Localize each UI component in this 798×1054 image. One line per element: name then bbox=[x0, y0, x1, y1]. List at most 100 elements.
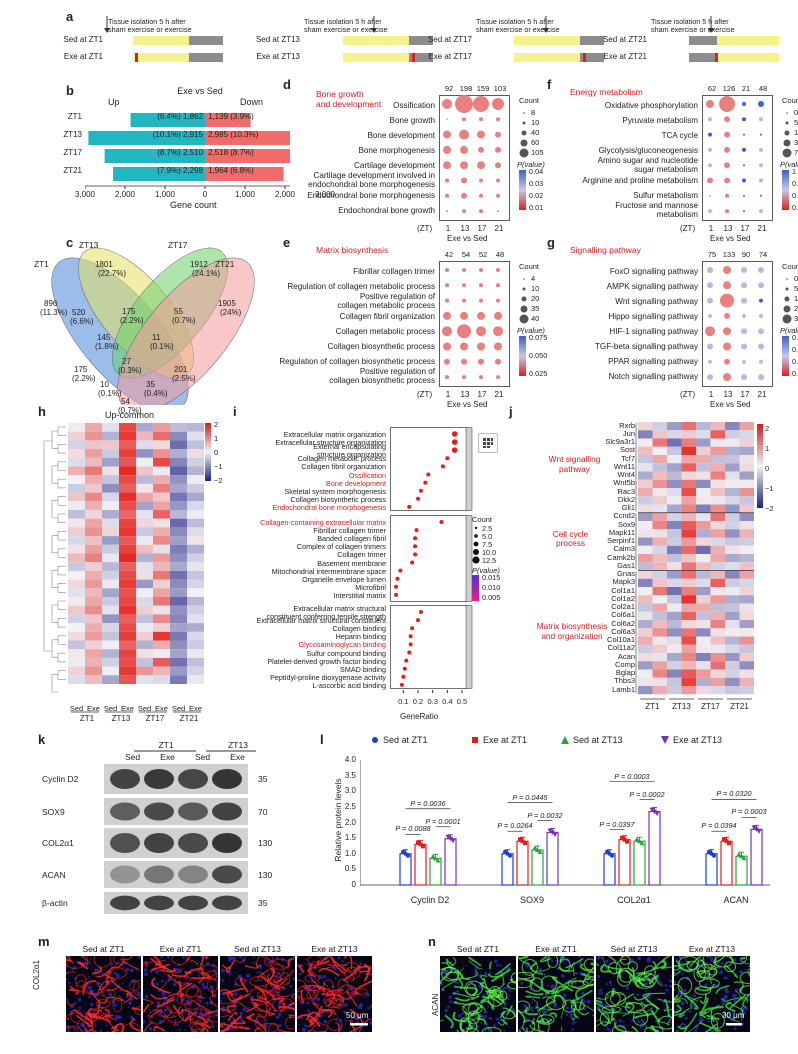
heatmap-j-cell bbox=[652, 587, 667, 596]
heatmap-j-cell bbox=[652, 661, 667, 670]
panel-i-dot bbox=[439, 520, 444, 524]
panel-i-legend-p-val: 0.015 bbox=[482, 573, 501, 582]
heatmap-j-gene: Comp bbox=[614, 659, 635, 669]
panel-i-term: Peptidyl-proline dioxygenase activity bbox=[270, 672, 386, 682]
blot-band bbox=[144, 769, 174, 789]
grid-icon[interactable] bbox=[478, 433, 498, 453]
heatmap-cell bbox=[68, 623, 85, 632]
panel-h-title: Up-common bbox=[105, 410, 155, 420]
heatmap-cell bbox=[119, 527, 136, 537]
panel-i-xtick: 0.1 bbox=[398, 697, 409, 706]
dot-mark bbox=[724, 312, 730, 319]
heatmap-j-label-lines bbox=[570, 496, 640, 500]
legend-count-value: 8 bbox=[531, 108, 536, 117]
heatmap-j-cell bbox=[638, 587, 653, 596]
heatmap-j-cell bbox=[652, 504, 667, 513]
dot-mark bbox=[462, 268, 466, 272]
heatmap-j-cell bbox=[725, 653, 740, 662]
heatmap-col-label: Sed bbox=[171, 704, 186, 713]
blot-row-label: ACAN bbox=[42, 869, 66, 880]
heatmap-j-cell bbox=[739, 521, 754, 530]
heatmap-j-cell bbox=[652, 463, 667, 472]
legend-p-value: 0.075 bbox=[529, 333, 548, 342]
heatmap-cell bbox=[170, 536, 187, 545]
dot-mark bbox=[496, 283, 500, 288]
micrograph-m-side: COL2α1 bbox=[32, 960, 41, 990]
heatmap-cell bbox=[85, 614, 102, 624]
heatmap-j-cell bbox=[710, 636, 725, 645]
dot-term-label: Fibrillar collagen trimer bbox=[353, 267, 435, 276]
venn-label-zt17: ZT17 bbox=[168, 240, 188, 250]
heatmap-cell bbox=[153, 623, 170, 632]
legend-p-value: 0.375 bbox=[792, 357, 798, 366]
dot-axis-tick: 21 bbox=[494, 224, 504, 233]
heatmap-j-gene: Mapk3 bbox=[612, 577, 635, 587]
dot-axis-tick: 21 bbox=[757, 224, 767, 233]
heatmap-j-cell bbox=[725, 504, 740, 513]
dot-mark bbox=[461, 358, 467, 365]
panel-a-timeline bbox=[689, 16, 779, 62]
heatmap-j-cell bbox=[710, 463, 725, 472]
heatmap-cell bbox=[102, 544, 119, 554]
panel-b-down-value: 2,518 (8.7%) bbox=[208, 148, 254, 157]
heatmap-cell bbox=[85, 449, 102, 458]
panel-i-dot bbox=[395, 576, 400, 581]
heatmap-j-cell bbox=[667, 661, 682, 670]
heatmap-j-cell bbox=[667, 653, 682, 662]
heatmap-j-cell bbox=[638, 562, 653, 571]
legend-p-value: 0.025 bbox=[529, 369, 548, 378]
dot-mark bbox=[741, 374, 747, 381]
heatmap-cell bbox=[68, 527, 85, 537]
heatmap-cell bbox=[68, 597, 85, 606]
heatmap-col-label: Sed bbox=[69, 704, 84, 713]
heatmap-cell bbox=[119, 675, 136, 684]
heatmap-j-cell bbox=[681, 512, 696, 521]
heatmap-cell bbox=[136, 475, 153, 484]
heatmap-j-gene: Rac3 bbox=[617, 486, 635, 496]
heatmap-j-cell bbox=[739, 644, 754, 653]
heatmap-cell bbox=[85, 666, 102, 676]
heatmap-j-gene: Slc9a3r1 bbox=[605, 437, 635, 446]
dot-mark bbox=[443, 130, 451, 139]
dot-mark bbox=[443, 342, 451, 351]
heatmap-cell bbox=[68, 614, 85, 624]
heatmap-j-cell bbox=[739, 496, 754, 505]
heatmap-j-cell bbox=[710, 686, 725, 695]
dot-axis-tick: 13 bbox=[723, 390, 733, 399]
heatmap-j-cell bbox=[739, 669, 754, 678]
heatmap-cell bbox=[187, 640, 204, 650]
dot-mark bbox=[477, 311, 485, 320]
panel-label-i: i bbox=[233, 404, 237, 419]
panel-a-note: Tissue isolation 5 h after bbox=[108, 17, 186, 26]
heatmap-j-cell bbox=[638, 636, 653, 645]
heatmap-j-cell bbox=[739, 620, 754, 629]
heatmap-cell bbox=[85, 492, 102, 502]
blot-band bbox=[110, 769, 140, 789]
blot-band bbox=[110, 865, 140, 884]
heatmap-j-cell bbox=[638, 644, 653, 653]
blot-group: ZT13 bbox=[228, 740, 248, 750]
heatmap-j-gene: Lamb1 bbox=[612, 684, 635, 694]
heatmap-j-cell bbox=[710, 562, 725, 571]
heatmap-j-cell bbox=[710, 653, 725, 662]
heatmap-cell bbox=[187, 675, 204, 684]
heatmap-j-cell bbox=[725, 463, 740, 472]
dot-mark bbox=[707, 267, 713, 273]
panel-i-legend-dot bbox=[474, 534, 478, 538]
heatmap-cell bbox=[170, 527, 187, 537]
legend-count-value: 5 bbox=[794, 118, 798, 127]
panel-l-ytick: 4.0 bbox=[344, 755, 356, 764]
blot-strip bbox=[104, 892, 248, 914]
panel-l-ytick: 2.5 bbox=[344, 801, 356, 811]
heatmap-j-cell bbox=[696, 479, 711, 488]
heatmap-cell bbox=[102, 440, 119, 450]
panel-l-category: ACAN bbox=[723, 895, 749, 905]
blot-mw-tick bbox=[248, 861, 256, 888]
legend-size-dot bbox=[522, 121, 526, 125]
dot-axis-zt: (ZT) bbox=[417, 390, 433, 399]
heatmap-j-cell bbox=[739, 661, 754, 670]
panel-i-legend-p-val: 0.010 bbox=[482, 583, 501, 592]
heatmap-j-cell bbox=[681, 430, 696, 439]
legend-count-title: Count bbox=[782, 262, 798, 271]
heatmap-cell bbox=[187, 423, 204, 432]
